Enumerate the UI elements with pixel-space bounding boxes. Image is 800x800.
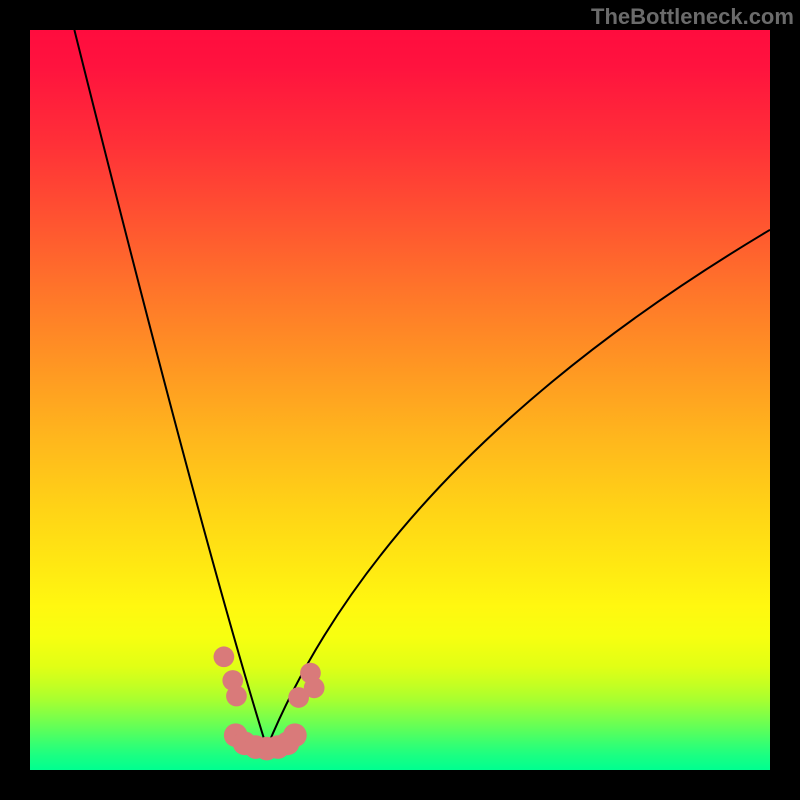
trough-blob-dot — [283, 723, 307, 747]
curve-marker — [226, 686, 247, 707]
bottleneck-chart — [0, 0, 800, 800]
curve-marker — [214, 646, 235, 667]
chart-background — [30, 30, 770, 770]
watermark-text: TheBottleneck.com — [591, 4, 794, 30]
curve-marker — [304, 678, 325, 699]
